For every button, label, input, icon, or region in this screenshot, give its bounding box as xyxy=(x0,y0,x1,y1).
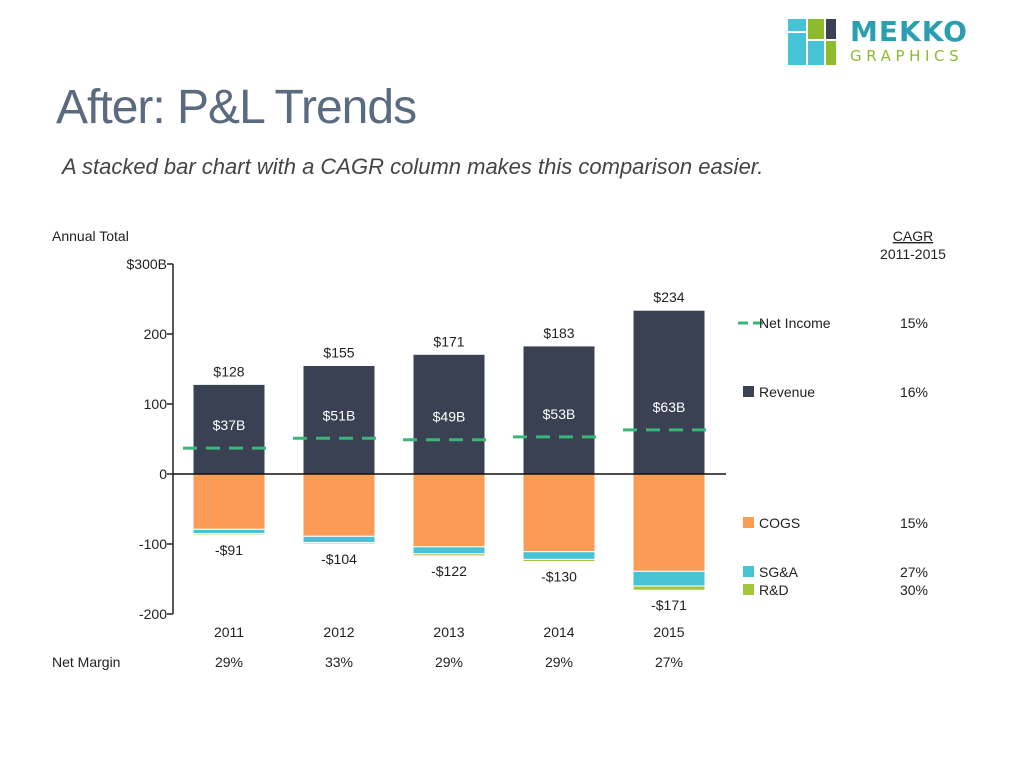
cagr-value-sga: 27% xyxy=(900,564,928,580)
bar-revenue-2011 xyxy=(192,383,266,475)
legend-label-rnd: R&D xyxy=(759,582,789,598)
legend-marker-cogs xyxy=(743,517,754,528)
net-income-label-2013: $49B xyxy=(433,409,466,425)
bar-cogs-2014 xyxy=(522,473,596,553)
bar-revenue-2015 xyxy=(632,309,706,475)
bar-rnd-2013 xyxy=(412,553,486,557)
bar-cogs-2011 xyxy=(192,473,266,530)
net-margin-2013: 29% xyxy=(435,654,463,670)
x-tick-label-2014: 2014 xyxy=(543,624,574,640)
bar-revenue-2013 xyxy=(412,353,486,475)
legend-label-net_income: Net Income xyxy=(759,315,831,331)
bar-sga-2012 xyxy=(302,535,376,544)
bar-sga-2014 xyxy=(522,551,596,560)
logo-mark-icon xyxy=(788,19,836,65)
cagr-value-rnd: 30% xyxy=(900,582,928,598)
bar-revenue-2012 xyxy=(302,365,376,475)
cagr-period: 2011-2015 xyxy=(880,246,946,262)
x-tick-label-2011: 2011 xyxy=(214,624,244,640)
legend-marker-sga xyxy=(743,566,754,577)
y-tick-label-100: 100 xyxy=(144,396,168,412)
costs-label-2013: -$122 xyxy=(431,563,467,579)
logo-word-mekko: MEKKO xyxy=(850,15,968,48)
net-margin-title: Net Margin xyxy=(52,654,120,670)
costs-label-2015: -$171 xyxy=(651,597,687,613)
total-label-2012: $155 xyxy=(323,345,354,361)
y-tick-label--100: -100 xyxy=(139,536,167,552)
bar-sga-2011 xyxy=(192,528,266,534)
net-income-label-2012: $51B xyxy=(323,407,356,423)
x-tick-label-2015: 2015 xyxy=(653,624,684,640)
costs-label-2011: -$91 xyxy=(215,542,243,558)
cagr-value-cogs: 15% xyxy=(900,515,928,531)
total-label-2011: $128 xyxy=(213,363,244,379)
logo-word-graphics: GRAPHICS xyxy=(850,47,964,65)
mekko-graphics-logo: MEKKO GRAPHICS xyxy=(788,15,1000,65)
net-margin-2014: 29% xyxy=(545,654,573,670)
total-label-2015: $234 xyxy=(653,289,684,305)
y-axis-title: Annual Total xyxy=(52,228,129,244)
cagr-value-revenue: 16% xyxy=(900,384,928,400)
bar-rnd-2015 xyxy=(632,585,706,591)
legend-label-cogs: COGS xyxy=(759,515,800,531)
bar-sga-2013 xyxy=(412,546,486,555)
cagr-title: CAGR xyxy=(893,228,933,244)
bar-rnd-2014 xyxy=(522,558,596,563)
bar-cogs-2013 xyxy=(412,473,486,548)
legend-label-revenue: Revenue xyxy=(759,384,815,400)
y-tick-label-200: 200 xyxy=(144,326,168,342)
bar-cogs-2012 xyxy=(302,473,376,537)
net-income-label-2014: $53B xyxy=(543,406,576,422)
bar-rnd-2012 xyxy=(302,542,376,545)
bar-cogs-2015 xyxy=(632,473,706,572)
page-title: After: P&L Trends xyxy=(56,81,417,134)
net-margin-2015: 27% xyxy=(655,654,683,670)
net-income-label-2011: $37B xyxy=(213,417,246,433)
costs-label-2012: -$104 xyxy=(321,551,357,567)
x-tick-label-2013: 2013 xyxy=(433,624,464,640)
net-margin-2011: 29% xyxy=(215,654,243,670)
y-tick-label-$300B: $300B xyxy=(127,256,167,272)
bar-rnd-2011 xyxy=(192,533,266,536)
x-tick-label-2012: 2012 xyxy=(323,624,354,640)
bar-sga-2015 xyxy=(632,570,706,587)
cagr-value-net_income: 15% xyxy=(900,315,928,331)
legend-marker-revenue xyxy=(743,386,754,397)
y-tick-label-0: 0 xyxy=(159,466,167,482)
total-label-2014: $183 xyxy=(543,325,574,341)
page-subtitle: A stacked bar chart with a CAGR column m… xyxy=(62,154,764,179)
net-margin-2012: 33% xyxy=(325,654,353,670)
total-label-2013: $171 xyxy=(433,333,464,349)
net-income-label-2015: $63B xyxy=(653,399,686,415)
costs-label-2014: -$130 xyxy=(541,569,577,585)
legend-marker-rnd xyxy=(743,584,754,595)
legend-label-sga: SG&A xyxy=(759,564,799,580)
bar-revenue-2014 xyxy=(522,345,596,475)
y-tick-label--200: -200 xyxy=(139,606,167,622)
